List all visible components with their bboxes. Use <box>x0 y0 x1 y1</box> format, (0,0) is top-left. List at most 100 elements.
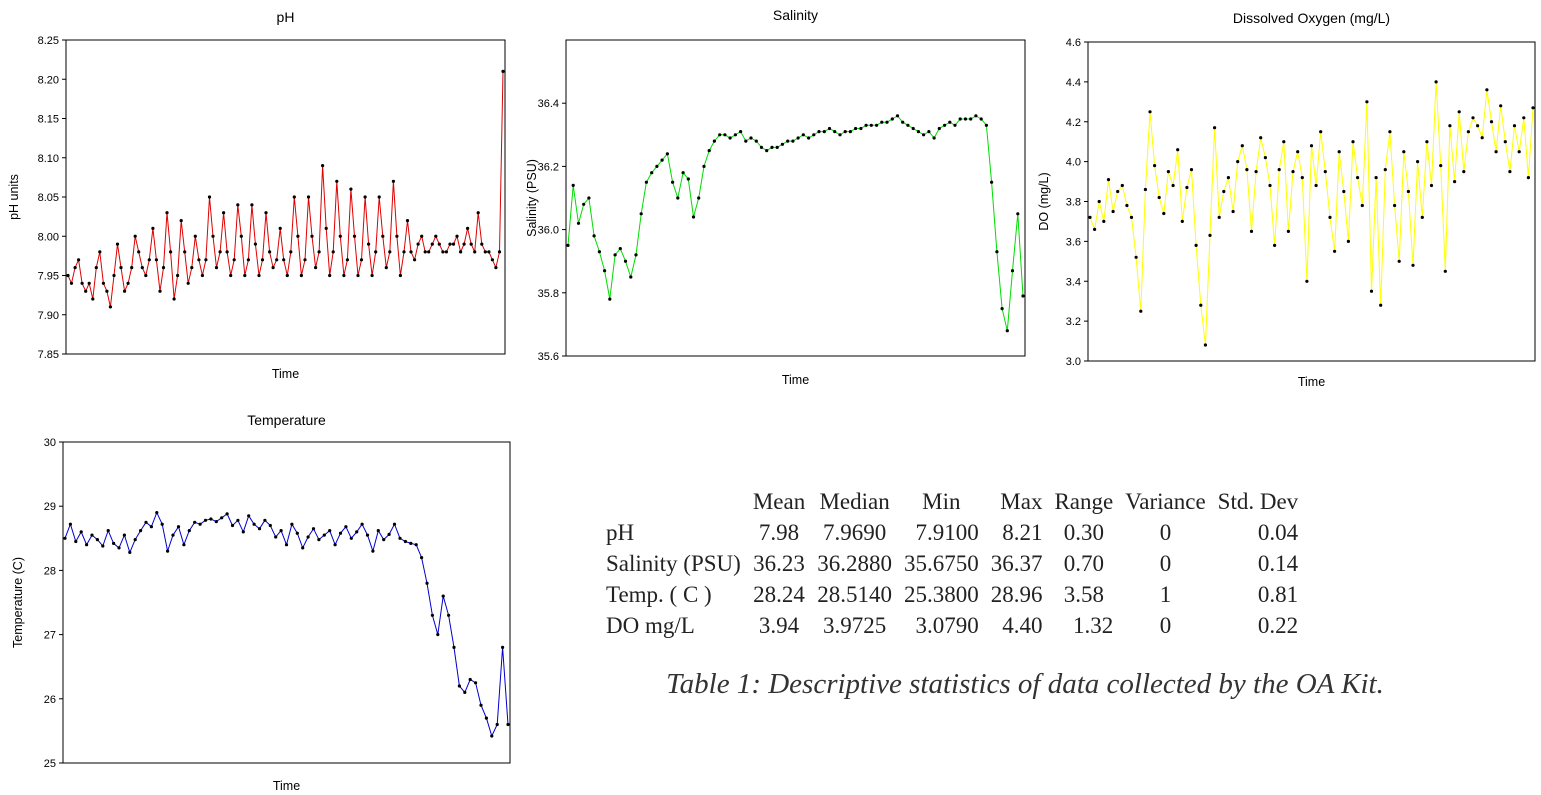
do-data-point <box>1365 100 1369 104</box>
sal-data-point <box>582 202 586 206</box>
temp-data-point <box>166 549 170 553</box>
ph-data-point <box>204 258 208 262</box>
sal-data-point <box>812 133 816 137</box>
do-data-point <box>1236 160 1240 164</box>
temp-data-point <box>203 518 208 522</box>
stats-cell-range: 1.32 <box>1072 613 1114 638</box>
sal-data-point <box>864 123 868 127</box>
sal-data-point <box>854 126 858 131</box>
stats-header-median: Median <box>819 489 890 514</box>
temp-data-point <box>344 525 348 529</box>
stats-header-variance: Variance <box>1125 489 1206 514</box>
ph-data-point <box>140 266 144 270</box>
temp-data-point <box>463 690 467 694</box>
do-data-point <box>1374 176 1378 180</box>
ph-data-point <box>91 297 95 301</box>
do-ytick-label: 3.4 <box>1066 276 1081 288</box>
do-data-point <box>1097 199 1101 204</box>
ph-data-point <box>388 250 392 254</box>
sal-data-point <box>859 126 863 131</box>
sal-data-point <box>922 133 926 137</box>
sal-data-point <box>733 133 737 137</box>
ph-data-point <box>324 226 328 230</box>
do-data-point <box>1397 259 1401 263</box>
ph-xaxis-label: Time <box>272 367 299 381</box>
sal-data-point <box>754 139 758 143</box>
do-data-point <box>1351 140 1355 144</box>
ph-data-point <box>98 250 102 254</box>
do-data-point <box>1143 187 1147 192</box>
ph-data-point <box>200 273 204 278</box>
sal-data-point <box>958 117 962 121</box>
ph-data-point <box>459 250 463 254</box>
do-data-point <box>1291 170 1295 174</box>
stats-row-salinity: Salinity (PSU) 36.23 36.2880 35.6750 36.… <box>600 548 1304 579</box>
do-data-point <box>1448 124 1452 128</box>
do-data-point <box>1171 183 1175 188</box>
temp-data-point <box>398 536 402 540</box>
ph-chart-svg: pH 7.85 7.90 7.95 8.00 8.05 8.10 8.15 8.20 8.25 Ti… <box>7 9 506 381</box>
ph-data-point <box>73 266 77 270</box>
sal-data-point <box>739 130 743 134</box>
ph-data-point <box>310 234 314 238</box>
do-data-point <box>1369 289 1374 293</box>
stats-header-min: Min <box>922 489 961 514</box>
sal-data-point <box>890 117 894 121</box>
sal-data-point <box>1000 307 1004 311</box>
stats-cell-std: 0.81 <box>1257 582 1299 607</box>
stats-cell-mean: 7.98 <box>758 520 800 545</box>
do-chart-svg: Dissolved Oxygen (mg/L) 3.0 3.2 3.4 3.6 3.8 4.… <box>1037 10 1536 389</box>
ph-data-point <box>271 266 275 270</box>
sal-data-point <box>681 171 685 175</box>
sal-data-point <box>629 275 633 279</box>
ph-data-point <box>278 226 282 230</box>
stats-row-label: Salinity (PSU) <box>606 551 741 576</box>
ph-data-point <box>105 289 109 293</box>
sal-data-point <box>932 136 936 140</box>
do-ytick-label: 4.0 <box>1066 157 1081 169</box>
sal-data-point <box>969 117 973 121</box>
temp-data-point <box>182 543 186 547</box>
temp-data-point <box>225 512 229 516</box>
temp-data-point <box>176 525 181 529</box>
stats-cell-mean: 28.24 <box>753 582 805 607</box>
sal-data-point <box>566 243 570 247</box>
ph-data-point <box>69 281 74 285</box>
sal-data-point <box>780 142 784 146</box>
ph-data-point <box>130 266 134 270</box>
ph-data-point <box>314 266 318 270</box>
do-data-point <box>1139 309 1143 313</box>
temp-data-point <box>403 539 407 544</box>
do-data-point <box>1189 168 1194 172</box>
temp-data-point <box>387 532 391 536</box>
sal-data-point <box>775 145 779 149</box>
sal-data-point <box>770 145 774 149</box>
temp-data-point <box>128 550 132 554</box>
sal-data-point <box>979 117 983 121</box>
sal-data-point <box>833 130 837 134</box>
ph-ytick-label: 8.10 <box>38 153 59 165</box>
stats-cell-max: 36.37 <box>990 551 1043 576</box>
temp-data-point <box>144 520 148 524</box>
temp-data-point <box>198 522 202 526</box>
stats-cell-variance: 0 <box>1159 613 1172 638</box>
temp-data-point <box>268 523 272 528</box>
sal-data-point <box>1021 294 1025 298</box>
do-data-point <box>1259 136 1263 140</box>
stats-header-range: Range <box>1054 489 1114 514</box>
ph-data-point <box>179 219 183 223</box>
do-data-point <box>1425 140 1429 144</box>
temp-data-point <box>409 541 413 545</box>
ph-data-point <box>370 273 374 278</box>
temp-data-point <box>171 533 175 537</box>
ph-data-point <box>292 195 296 199</box>
sal-data-point <box>916 130 920 134</box>
do-data-point <box>1240 144 1244 148</box>
temp-data-point <box>317 538 321 542</box>
sal-data-point <box>671 180 675 184</box>
ph-ytick-label: 8.20 <box>38 74 59 86</box>
do-data-point <box>1416 160 1420 164</box>
ph-data-point <box>405 219 410 223</box>
ph-data-point <box>207 195 212 199</box>
sal-data-point <box>822 130 826 134</box>
